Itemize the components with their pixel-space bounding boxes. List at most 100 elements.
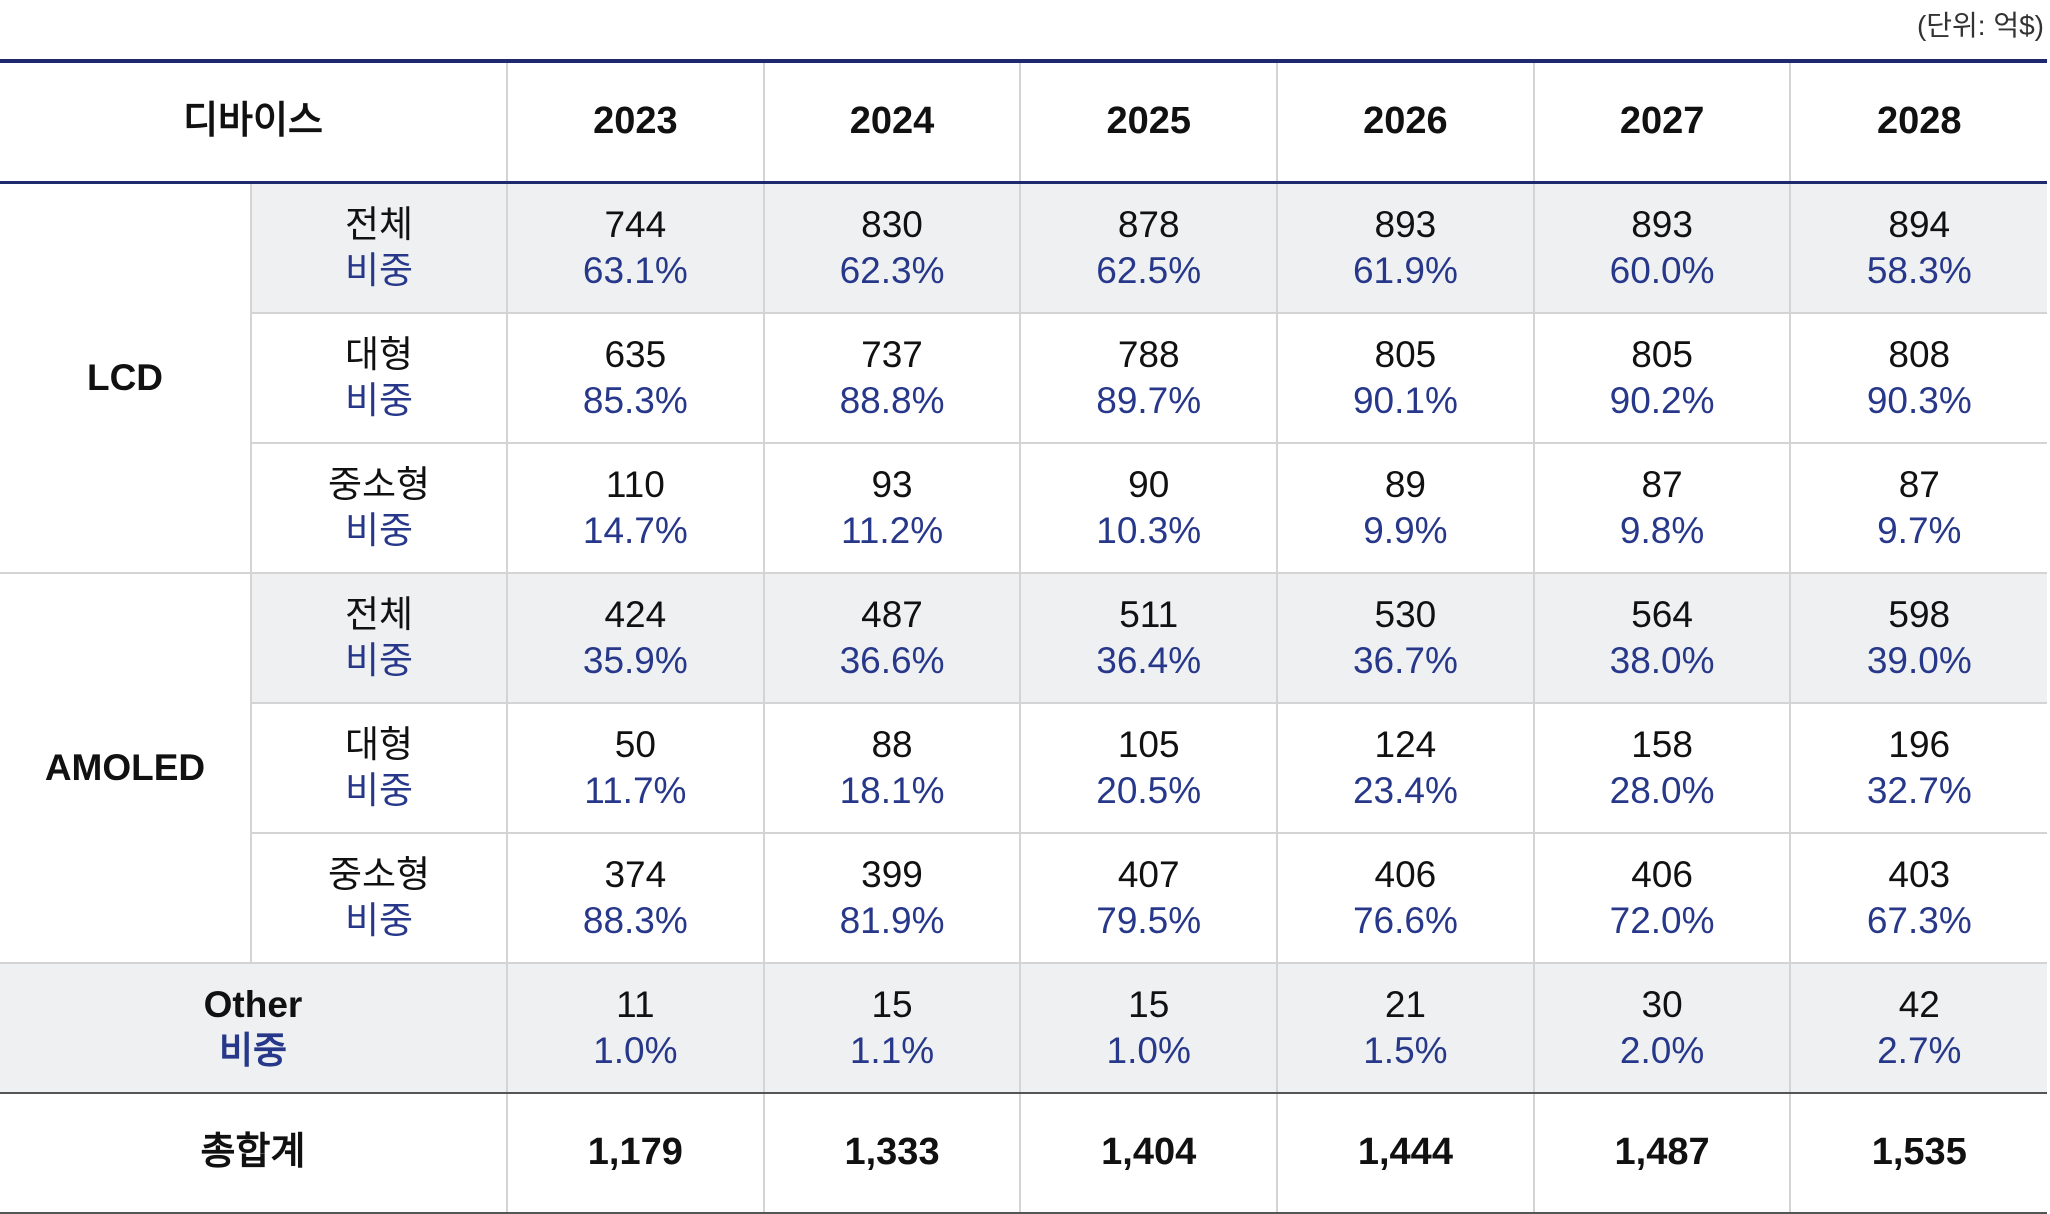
cell-value: 894	[1888, 203, 1951, 245]
cell-value: 89	[1384, 463, 1426, 505]
ratio-label: 비중	[344, 380, 414, 421]
cell-ratio: 67.3%	[1866, 900, 1972, 941]
table-cell: 737 88.8%	[762, 313, 1021, 444]
table-cell: 598 39.0%	[1789, 573, 2048, 704]
cell-ratio: 62.5%	[1096, 250, 1202, 291]
cell-value: 805	[1631, 333, 1693, 375]
table-cell: 893 60.0%	[1532, 182, 1791, 314]
cell-value: 42	[1898, 983, 1940, 1025]
cell-value: 87	[1898, 463, 1940, 505]
table-cell: 90 10.3%	[1019, 443, 1278, 574]
cell-ratio: 1.1%	[849, 1030, 935, 1071]
cell-value: 564	[1631, 593, 1693, 635]
cell-ratio: 18.1%	[839, 770, 945, 811]
table-cell: 406 76.6%	[1276, 833, 1534, 964]
cell-value: 511	[1119, 593, 1179, 635]
table-cell: 805 90.1%	[1276, 313, 1534, 444]
cell-value: 11	[616, 983, 655, 1025]
cell-ratio: 14.7%	[582, 510, 688, 551]
table-cell: 50 11.7%	[506, 703, 764, 834]
cell-ratio: 79.5%	[1096, 900, 1202, 941]
cell-ratio: 88.3%	[582, 900, 688, 941]
cell-value: 90	[1128, 463, 1170, 505]
table-cell: 893 61.9%	[1276, 182, 1534, 314]
cell-ratio: 90.2%	[1609, 380, 1715, 421]
cell-value: 124	[1374, 723, 1437, 765]
other-ratio-label: 비중	[218, 1030, 288, 1071]
total-cell: 1,179	[506, 1093, 764, 1214]
cell-ratio: 28.0%	[1609, 770, 1715, 811]
total-cell: 1,404	[1019, 1093, 1278, 1214]
table-row: 대형 비중 50 11.7% 88 18.1% 105 20.5% 124 23.4% 1…	[0, 703, 2048, 834]
row-label-text: 대형	[344, 723, 414, 765]
other-row: Other 비중 11 1.0% 15 1.1% 15 1.0% 21 1.5% 30 2.…	[0, 963, 2048, 1094]
table-cell: 42 2.7%	[1789, 963, 2048, 1094]
year-header: 2024	[762, 59, 1021, 184]
ratio-label: 비중	[344, 770, 414, 811]
table-cell: 805 90.2%	[1532, 313, 1791, 444]
table-cell: 124 23.4%	[1276, 703, 1534, 834]
cell-ratio: 76.6%	[1352, 900, 1458, 941]
cell-value: 808	[1888, 333, 1951, 375]
cell-value: 105	[1117, 723, 1180, 765]
table-cell: 744 63.1%	[506, 182, 764, 314]
table-cell: 87 9.7%	[1789, 443, 2048, 574]
cell-value: 15	[871, 983, 913, 1025]
year-header: 2025	[1019, 59, 1278, 184]
cell-ratio: 81.9%	[839, 900, 945, 941]
cell-value: 30	[1641, 983, 1683, 1025]
table-cell: 89 9.9%	[1276, 443, 1534, 574]
display-market-table: 디바이스 2023 2024 2025 2026 2027 2028 LCD 전…	[0, 59, 2048, 1214]
cell-ratio: 2.0%	[1619, 1030, 1705, 1071]
table-cell: 487 36.6%	[762, 573, 1021, 704]
year-header: 2023	[506, 59, 764, 184]
cell-value: 830	[861, 203, 923, 245]
table-cell: 374 88.3%	[506, 833, 764, 964]
table-cell: 894 58.3%	[1789, 182, 2048, 314]
cell-value: 893	[1631, 203, 1693, 245]
table-cell: 511 36.4%	[1019, 573, 1278, 704]
cell-value: 50	[614, 723, 656, 765]
cell-ratio: 11.2%	[840, 510, 944, 551]
cell-ratio: 36.4%	[1096, 640, 1202, 681]
table-cell: 87 9.8%	[1532, 443, 1791, 574]
group-label-lcd: LCD	[0, 182, 251, 574]
table-cell: 105 20.5%	[1019, 703, 1278, 834]
table-cell: 830 62.3%	[762, 182, 1021, 314]
table-cell: 110 14.7%	[506, 443, 764, 574]
table-cell: 878 62.5%	[1019, 182, 1278, 314]
table-row: 중소형 비중 374 88.3% 399 81.9% 407 79.5% 406 76.6…	[0, 833, 2048, 964]
cell-value: 158	[1631, 723, 1693, 765]
ratio-label: 비중	[344, 510, 414, 551]
cell-value: 399	[861, 853, 923, 895]
cell-ratio: 90.3%	[1866, 380, 1972, 421]
cell-value: 424	[604, 593, 667, 635]
cell-ratio: 9.9%	[1363, 510, 1448, 551]
table-cell: 11 1.0%	[506, 963, 764, 1094]
cell-value: 635	[604, 333, 667, 375]
cell-ratio: 62.3%	[839, 250, 945, 291]
table-cell: 403 67.3%	[1789, 833, 2048, 964]
cell-ratio: 1.5%	[1363, 1030, 1448, 1071]
cell-ratio: 72.0%	[1609, 900, 1715, 941]
table-cell: 788 89.7%	[1019, 313, 1278, 444]
cell-ratio: 60.0%	[1609, 250, 1715, 291]
cell-ratio: 89.7%	[1096, 380, 1202, 421]
row-label-text: 중소형	[327, 463, 431, 505]
table-cell: 196 32.7%	[1789, 703, 2048, 834]
cell-ratio: 36.7%	[1352, 640, 1458, 681]
cell-value: 407	[1117, 853, 1180, 895]
cell-ratio: 61.9%	[1352, 250, 1458, 291]
ratio-label: 비중	[344, 640, 414, 681]
table-row: LCD 전체 비중 744 63.1% 830 62.3% 878 62.5% 893 6…	[0, 182, 2048, 574]
cell-ratio: 2.7%	[1877, 1030, 1962, 1071]
cell-ratio: 85.3%	[582, 380, 688, 421]
table-cell: 808 90.3%	[1789, 313, 2048, 444]
cell-ratio: 20.5%	[1096, 770, 1202, 811]
year-header: 2027	[1532, 59, 1791, 184]
row-label: 전체 비중	[250, 182, 508, 314]
cell-ratio: 35.9%	[582, 640, 688, 681]
cell-ratio: 32.7%	[1866, 770, 1972, 811]
